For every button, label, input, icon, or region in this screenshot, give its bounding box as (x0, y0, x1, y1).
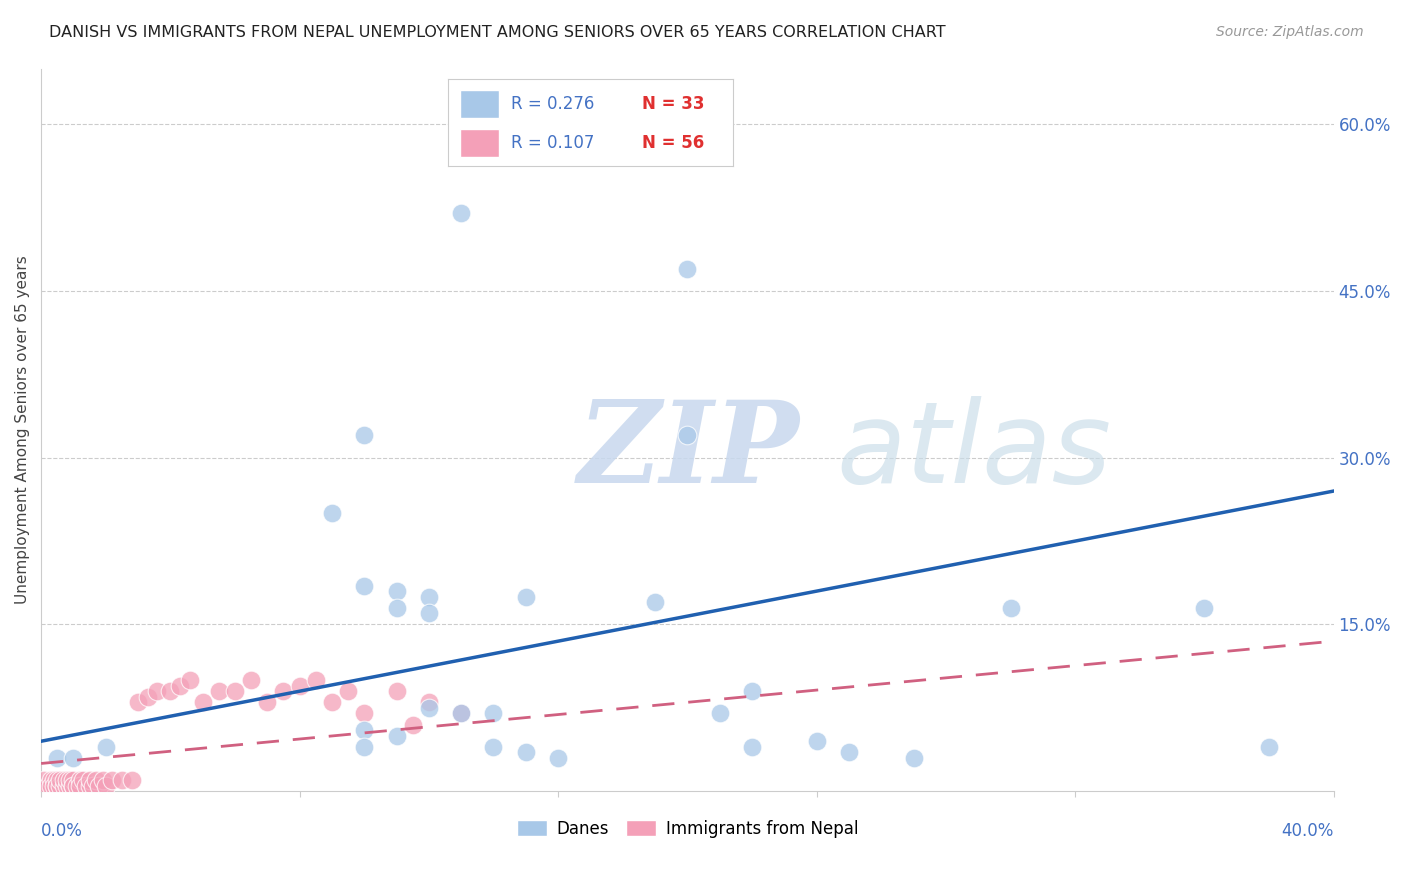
Point (385, 584, 408, 599)
Point (208, 684, 231, 698)
Point (62, 779, 84, 793)
Point (482, 706, 505, 721)
Point (49, 773, 72, 788)
Point (39, 773, 62, 788)
Text: DANISH VS IMMIGRANTS FROM NEPAL UNEMPLOYMENT AMONG SENIORS OVER 65 YEARS CORRELA: DANISH VS IMMIGRANTS FROM NEPAL UNEMPLOY… (49, 25, 946, 40)
Point (42, 773, 65, 788)
Point (179, 673, 201, 687)
Point (273, 684, 295, 698)
Point (240, 673, 263, 687)
Point (69, 773, 91, 788)
Point (1258, 739, 1281, 754)
Point (402, 717, 425, 731)
Point (169, 679, 191, 693)
Point (418, 695, 440, 709)
Point (806, 734, 828, 748)
Point (52, 779, 75, 793)
Point (838, 745, 860, 759)
Text: ZIP: ZIP (578, 396, 800, 507)
Text: atlas: atlas (837, 396, 1111, 507)
Point (42, 779, 65, 793)
Point (127, 695, 149, 709)
Point (1194, 600, 1216, 615)
Point (46, 751, 69, 765)
Text: 40.0%: 40.0% (1281, 822, 1334, 840)
Point (75, 779, 97, 793)
Point (709, 706, 731, 721)
Point (94, 739, 117, 754)
Point (146, 684, 169, 698)
Point (305, 673, 328, 687)
Point (62, 779, 84, 793)
Point (191, 695, 214, 709)
Text: 0.0%: 0.0% (41, 822, 83, 840)
Point (121, 773, 143, 788)
Point (91, 773, 114, 788)
Point (515, 745, 537, 759)
Point (49, 779, 72, 793)
Point (39, 779, 62, 793)
Point (418, 607, 440, 621)
Point (111, 773, 134, 788)
Point (482, 739, 505, 754)
Point (94, 779, 117, 793)
Point (37, 779, 59, 793)
Point (79, 779, 101, 793)
Point (385, 729, 408, 743)
Point (72, 773, 94, 788)
Point (84, 773, 107, 788)
Point (62, 751, 84, 765)
Point (676, 428, 699, 442)
Point (82, 779, 104, 793)
Point (89, 779, 111, 793)
Point (62, 773, 84, 788)
Point (321, 506, 343, 520)
Legend: Danes, Immigrants from Nepal: Danes, Immigrants from Nepal (510, 813, 865, 845)
Point (418, 590, 440, 604)
Point (741, 739, 763, 754)
Y-axis label: Unemployment Among Seniors over 65 years: Unemployment Among Seniors over 65 years (15, 255, 30, 604)
Point (353, 739, 375, 754)
Point (56, 779, 79, 793)
Point (101, 773, 124, 788)
Point (46, 779, 69, 793)
Point (547, 751, 569, 765)
Point (69, 779, 91, 793)
Point (56, 773, 79, 788)
Point (136, 690, 159, 704)
Point (353, 428, 375, 442)
Point (224, 684, 246, 698)
Point (353, 578, 375, 592)
Point (52, 773, 75, 788)
Point (385, 684, 408, 698)
Point (741, 684, 763, 698)
Point (353, 706, 375, 721)
Point (256, 695, 278, 709)
Point (903, 751, 925, 765)
Point (353, 723, 375, 738)
Point (337, 684, 360, 698)
Point (418, 701, 440, 715)
Point (79, 773, 101, 788)
Point (288, 679, 311, 693)
Point (1000, 600, 1022, 615)
Point (46, 773, 69, 788)
Text: Source: ZipAtlas.com: Source: ZipAtlas.com (1216, 25, 1364, 39)
Point (515, 590, 537, 604)
Point (676, 261, 699, 276)
Point (66, 779, 89, 793)
Point (644, 595, 666, 609)
Point (321, 695, 343, 709)
Point (59, 779, 82, 793)
Point (59, 773, 82, 788)
Point (159, 684, 181, 698)
Point (385, 600, 408, 615)
Point (46, 779, 69, 793)
Point (450, 206, 472, 220)
Point (34, 773, 56, 788)
Point (450, 706, 472, 721)
Point (450, 706, 472, 721)
